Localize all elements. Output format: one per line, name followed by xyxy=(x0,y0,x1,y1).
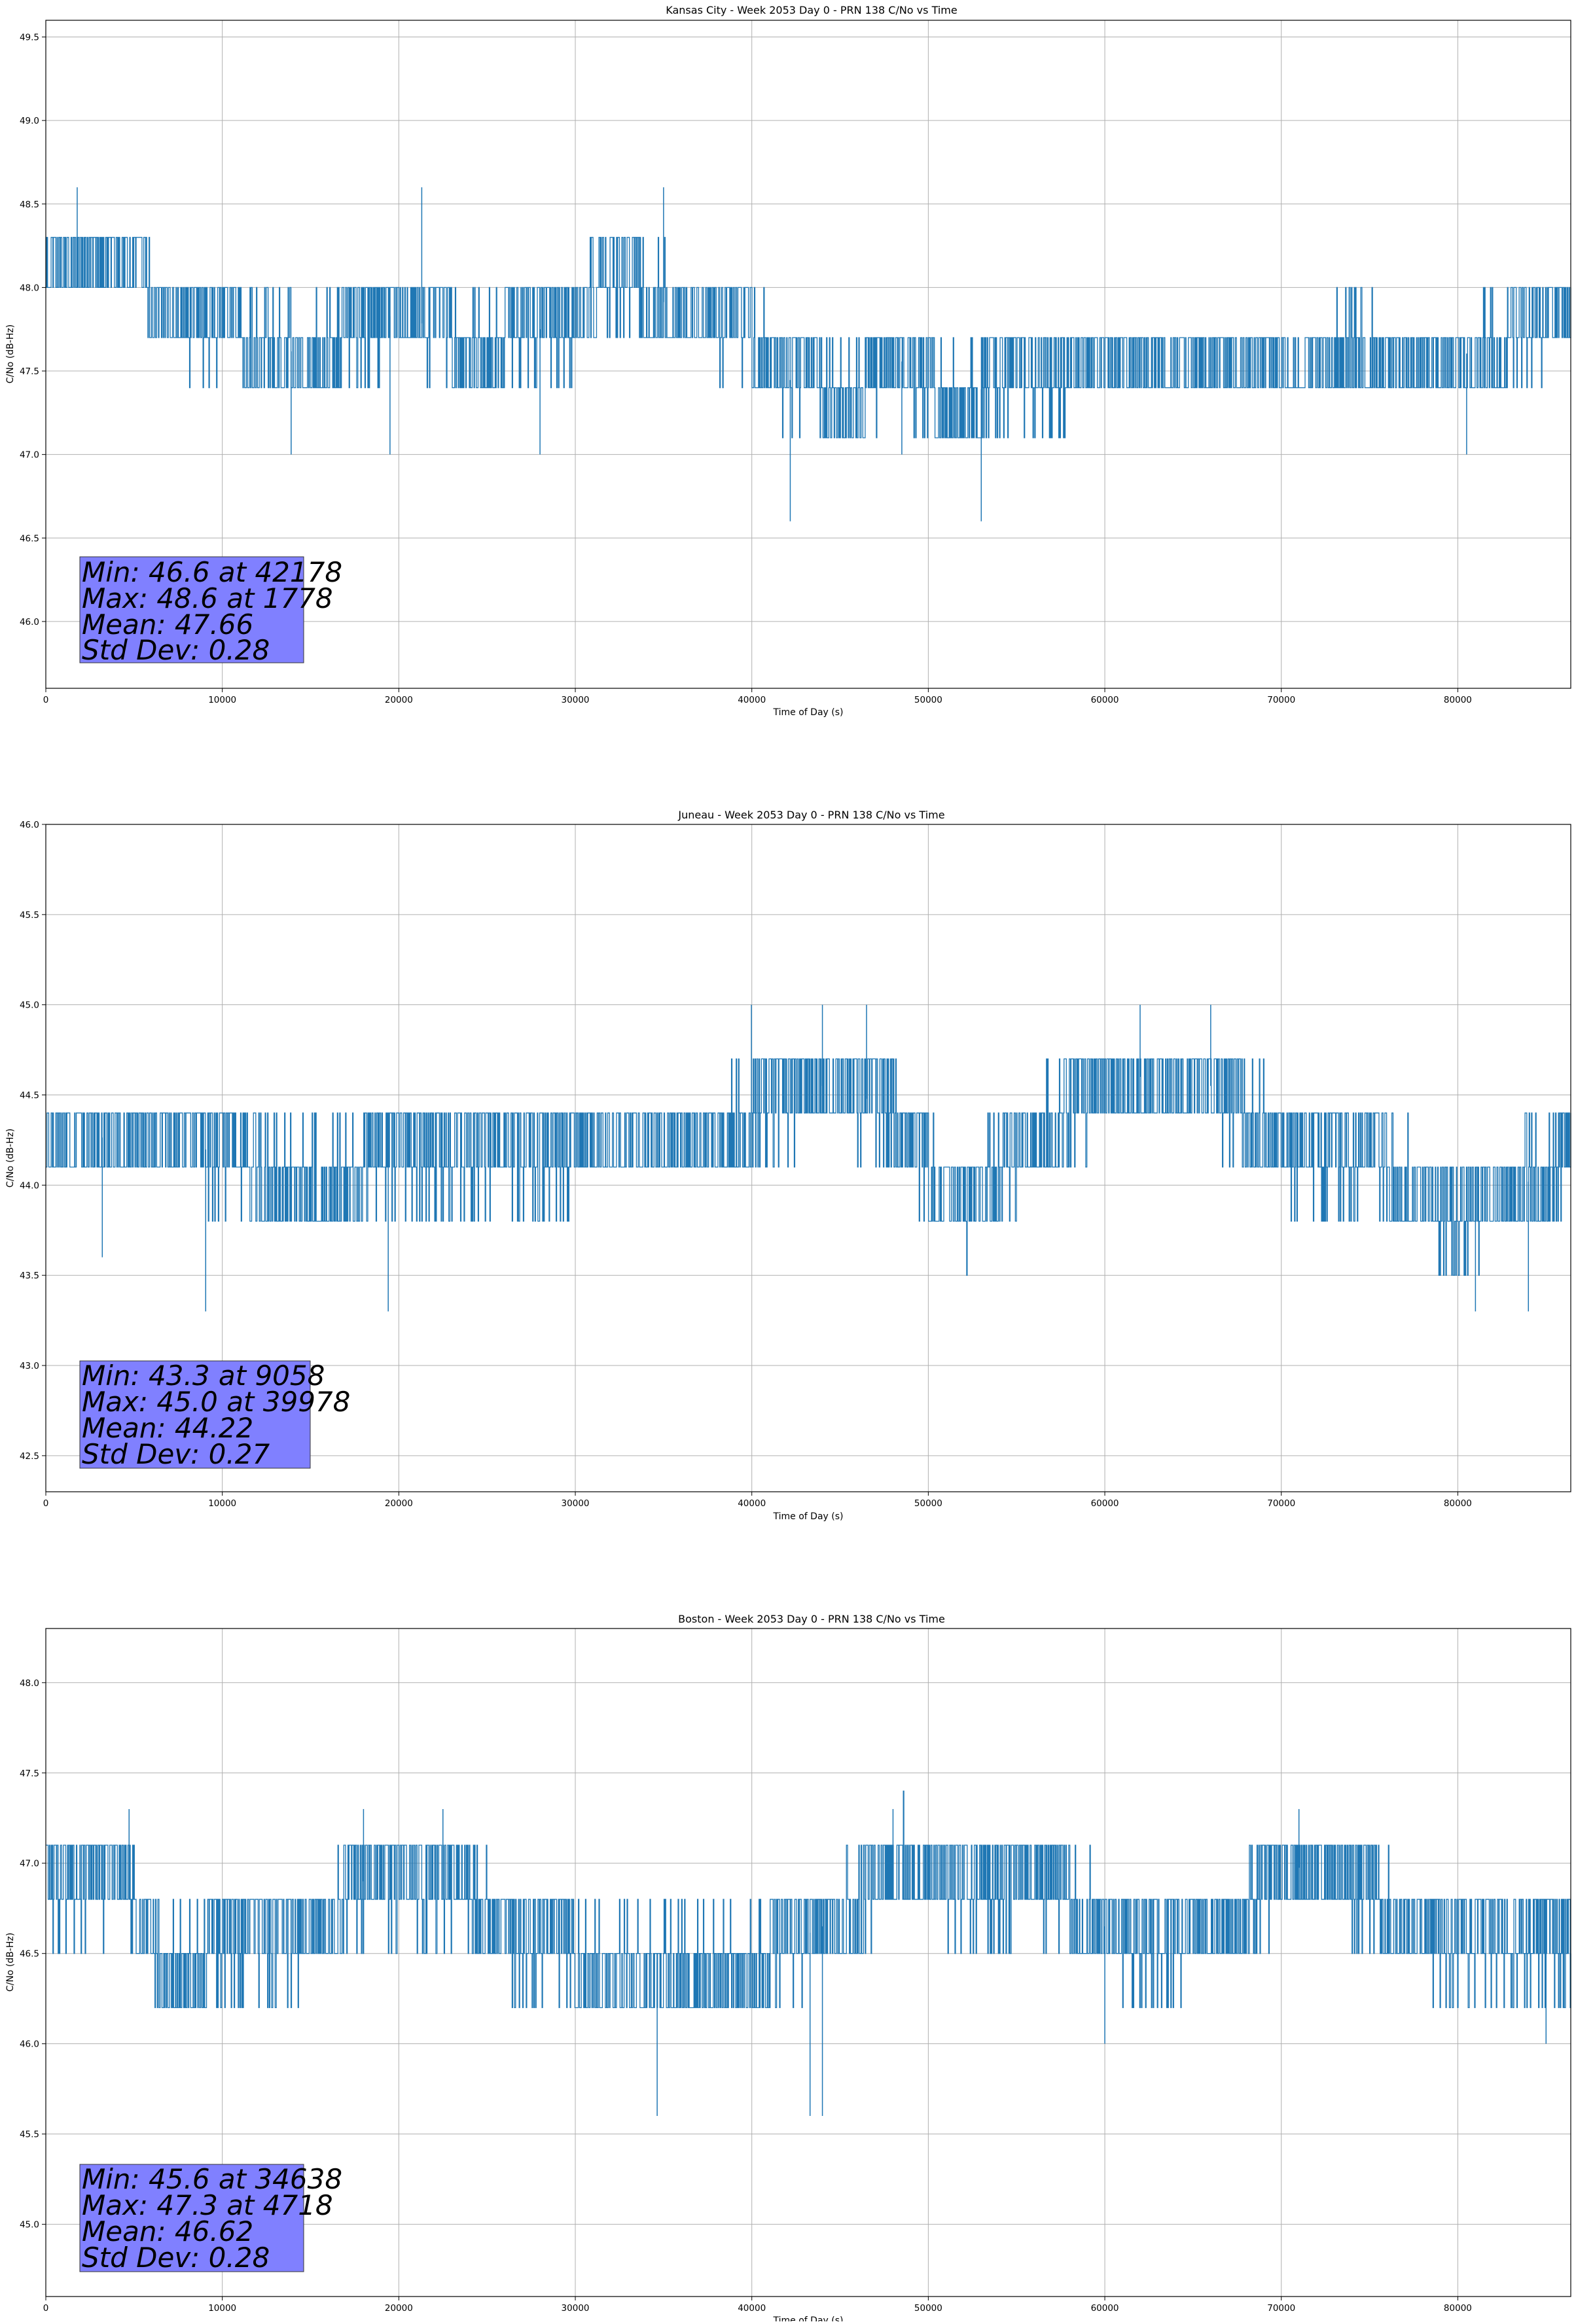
panel-juneau: Juneau - Week 2053 Day 0 - PRN 138 C/No … xyxy=(5,809,1571,1522)
axes-frame xyxy=(45,1628,1571,2297)
x-axis-label: Time of Day (s) xyxy=(773,1511,844,1522)
y-tick-label: 46.0 xyxy=(20,820,39,830)
stats-box-background xyxy=(79,1360,311,1469)
axes-frame xyxy=(45,20,1571,689)
y-tick-label: 45.5 xyxy=(20,2130,39,2140)
x-tick-label: 20000 xyxy=(385,2303,413,2314)
y-tick-label: 43.5 xyxy=(20,1271,39,1281)
x-tick-label: 30000 xyxy=(562,695,590,705)
y-tick-label: 46.0 xyxy=(20,2039,39,2050)
x-tick-label: 70000 xyxy=(1267,695,1295,705)
stats-mean: Mean: 46.62 xyxy=(82,2215,253,2247)
chart-title: Kansas City - Week 2053 Day 0 - PRN 138 … xyxy=(666,4,957,16)
stats-std-dev: Std Dev: 0.28 xyxy=(82,634,270,666)
series-line xyxy=(46,1058,1571,1276)
stats-mean: Mean: 47.66 xyxy=(82,608,253,641)
stats-max: Max: 48.6 at 1778 xyxy=(82,582,333,614)
y-axis-ticks: 46.0 46.5 47.0 47.5 48.0 48.5 49.0 49.5 xyxy=(20,33,46,627)
y-axis-label: C/No (dB-Hz) xyxy=(5,1129,16,1188)
y-tick-label: 48.0 xyxy=(20,283,39,293)
x-tick-label: 30000 xyxy=(562,2303,590,2314)
x-tick-label: 30000 xyxy=(562,1498,590,1509)
x-tick-label: 70000 xyxy=(1267,1498,1295,1509)
y-tick-label: 46.5 xyxy=(20,1949,39,1960)
stats-box: Min: 45.6 at 34638 Max: 47.3 at 4718 Mea… xyxy=(79,2163,342,2274)
y-tick-label: 49.0 xyxy=(20,116,39,126)
x-tick-label: 80000 xyxy=(1444,2303,1472,2314)
y-axis-label: C/No (dB-Hz) xyxy=(5,1933,16,1992)
y-tick-label: 47.0 xyxy=(20,450,39,461)
y-tick-label: 47.0 xyxy=(20,1859,39,1869)
x-axis-ticks: 0 10000 20000 30000 40000 50000 60000 70000 8000… xyxy=(43,1492,1472,1509)
stats-std-dev: Std Dev: 0.27 xyxy=(82,1438,270,1470)
stats-min: Min: 43.3 at 9058 xyxy=(82,1360,325,1392)
x-tick-label: 60000 xyxy=(1091,1498,1119,1509)
y-tick-label: 45.5 xyxy=(20,910,39,921)
y-axis-ticks: 45.0 45.5 46.0 46.5 47.0 47.5 48.0 xyxy=(20,1678,46,2230)
y-tick-label: 42.5 xyxy=(20,1451,39,1462)
stats-mean: Mean: 44.22 xyxy=(82,1412,253,1444)
x-tick-label: 0 xyxy=(43,1498,49,1509)
stats-box-background xyxy=(79,2164,304,2272)
y-tick-label: 46.5 xyxy=(20,533,39,544)
x-tick-label: 50000 xyxy=(914,2303,942,2314)
data-series xyxy=(46,1004,1571,1312)
x-tick-label: 20000 xyxy=(385,1498,413,1509)
y-tick-label: 47.5 xyxy=(20,1769,39,1779)
x-tick-label: 0 xyxy=(43,695,49,705)
x-tick-label: 40000 xyxy=(738,695,766,705)
stats-box: Min: 46.6 at 42178 Max: 48.6 at 1778 Mea… xyxy=(79,556,342,666)
x-tick-label: 70000 xyxy=(1267,2303,1295,2314)
x-tick-label: 0 xyxy=(43,2303,49,2314)
x-tick-label: 10000 xyxy=(208,2303,236,2314)
y-tick-label: 45.0 xyxy=(20,1000,39,1011)
x-tick-label: 10000 xyxy=(208,695,236,705)
x-tick-label: 60000 xyxy=(1091,2303,1119,2314)
x-axis-ticks: 0 10000 20000 30000 40000 50000 60000 70000 8000… xyxy=(43,688,1472,705)
x-axis-ticks: 0 10000 20000 30000 40000 50000 60000 70000 8000… xyxy=(43,2297,1472,2314)
y-tick-label: 46.0 xyxy=(20,617,39,627)
series-line xyxy=(46,1790,1571,2009)
y-tick-label: 49.5 xyxy=(20,33,39,43)
x-tick-label: 20000 xyxy=(385,695,413,705)
panel-kansas-city: Kansas City - Week 2053 Day 0 - PRN 138 … xyxy=(5,4,1571,718)
stats-max: Max: 47.3 at 4718 xyxy=(82,2189,333,2221)
stats-min: Min: 46.6 at 42178 xyxy=(82,556,342,588)
x-tick-label: 80000 xyxy=(1444,695,1472,705)
series-line xyxy=(46,237,1571,438)
stats-min: Min: 45.6 at 34638 xyxy=(82,2163,342,2195)
x-tick-label: 60000 xyxy=(1091,695,1119,705)
stats-max: Max: 45.0 at 39978 xyxy=(82,1386,350,1418)
y-tick-label: 48.0 xyxy=(20,1678,39,1689)
x-tick-label: 10000 xyxy=(208,1498,236,1509)
x-tick-label: 50000 xyxy=(914,695,942,705)
y-axis-ticks: 42.5 43.0 43.5 44.0 44.5 45.0 45.5 46.0 xyxy=(20,820,46,1462)
x-tick-label: 40000 xyxy=(738,1498,766,1509)
stats-box-background xyxy=(79,556,304,663)
y-axis-label: C/No (dB-Hz) xyxy=(5,325,16,383)
stats-box: Min: 43.3 at 9058 Max: 45.0 at 39978 Mea… xyxy=(79,1360,350,1470)
chart-title: Boston - Week 2053 Day 0 - PRN 138 C/No … xyxy=(678,1613,945,1625)
x-axis-label: Time of Day (s) xyxy=(773,707,844,718)
axes-frame xyxy=(45,824,1571,1492)
x-tick-label: 50000 xyxy=(914,1498,942,1509)
data-series xyxy=(46,187,1571,521)
y-tick-label: 48.5 xyxy=(20,200,39,210)
data-series xyxy=(46,1790,1571,2117)
x-axis-label: Time of Day (s) xyxy=(773,2315,844,2321)
y-tick-label: 44.0 xyxy=(20,1180,39,1191)
stats-std-dev: Std Dev: 0.28 xyxy=(82,2242,270,2274)
y-tick-label: 45.0 xyxy=(20,2220,39,2230)
panel-boston: Boston - Week 2053 Day 0 - PRN 138 C/No … xyxy=(5,1613,1571,2324)
x-tick-label: 80000 xyxy=(1444,1498,1472,1509)
y-tick-label: 44.5 xyxy=(20,1091,39,1101)
x-tick-label: 40000 xyxy=(738,2303,766,2314)
chart-title: Juneau - Week 2053 Day 0 - PRN 138 C/No … xyxy=(677,809,944,821)
y-tick-label: 43.0 xyxy=(20,1361,39,1371)
y-tick-label: 47.5 xyxy=(20,366,39,377)
